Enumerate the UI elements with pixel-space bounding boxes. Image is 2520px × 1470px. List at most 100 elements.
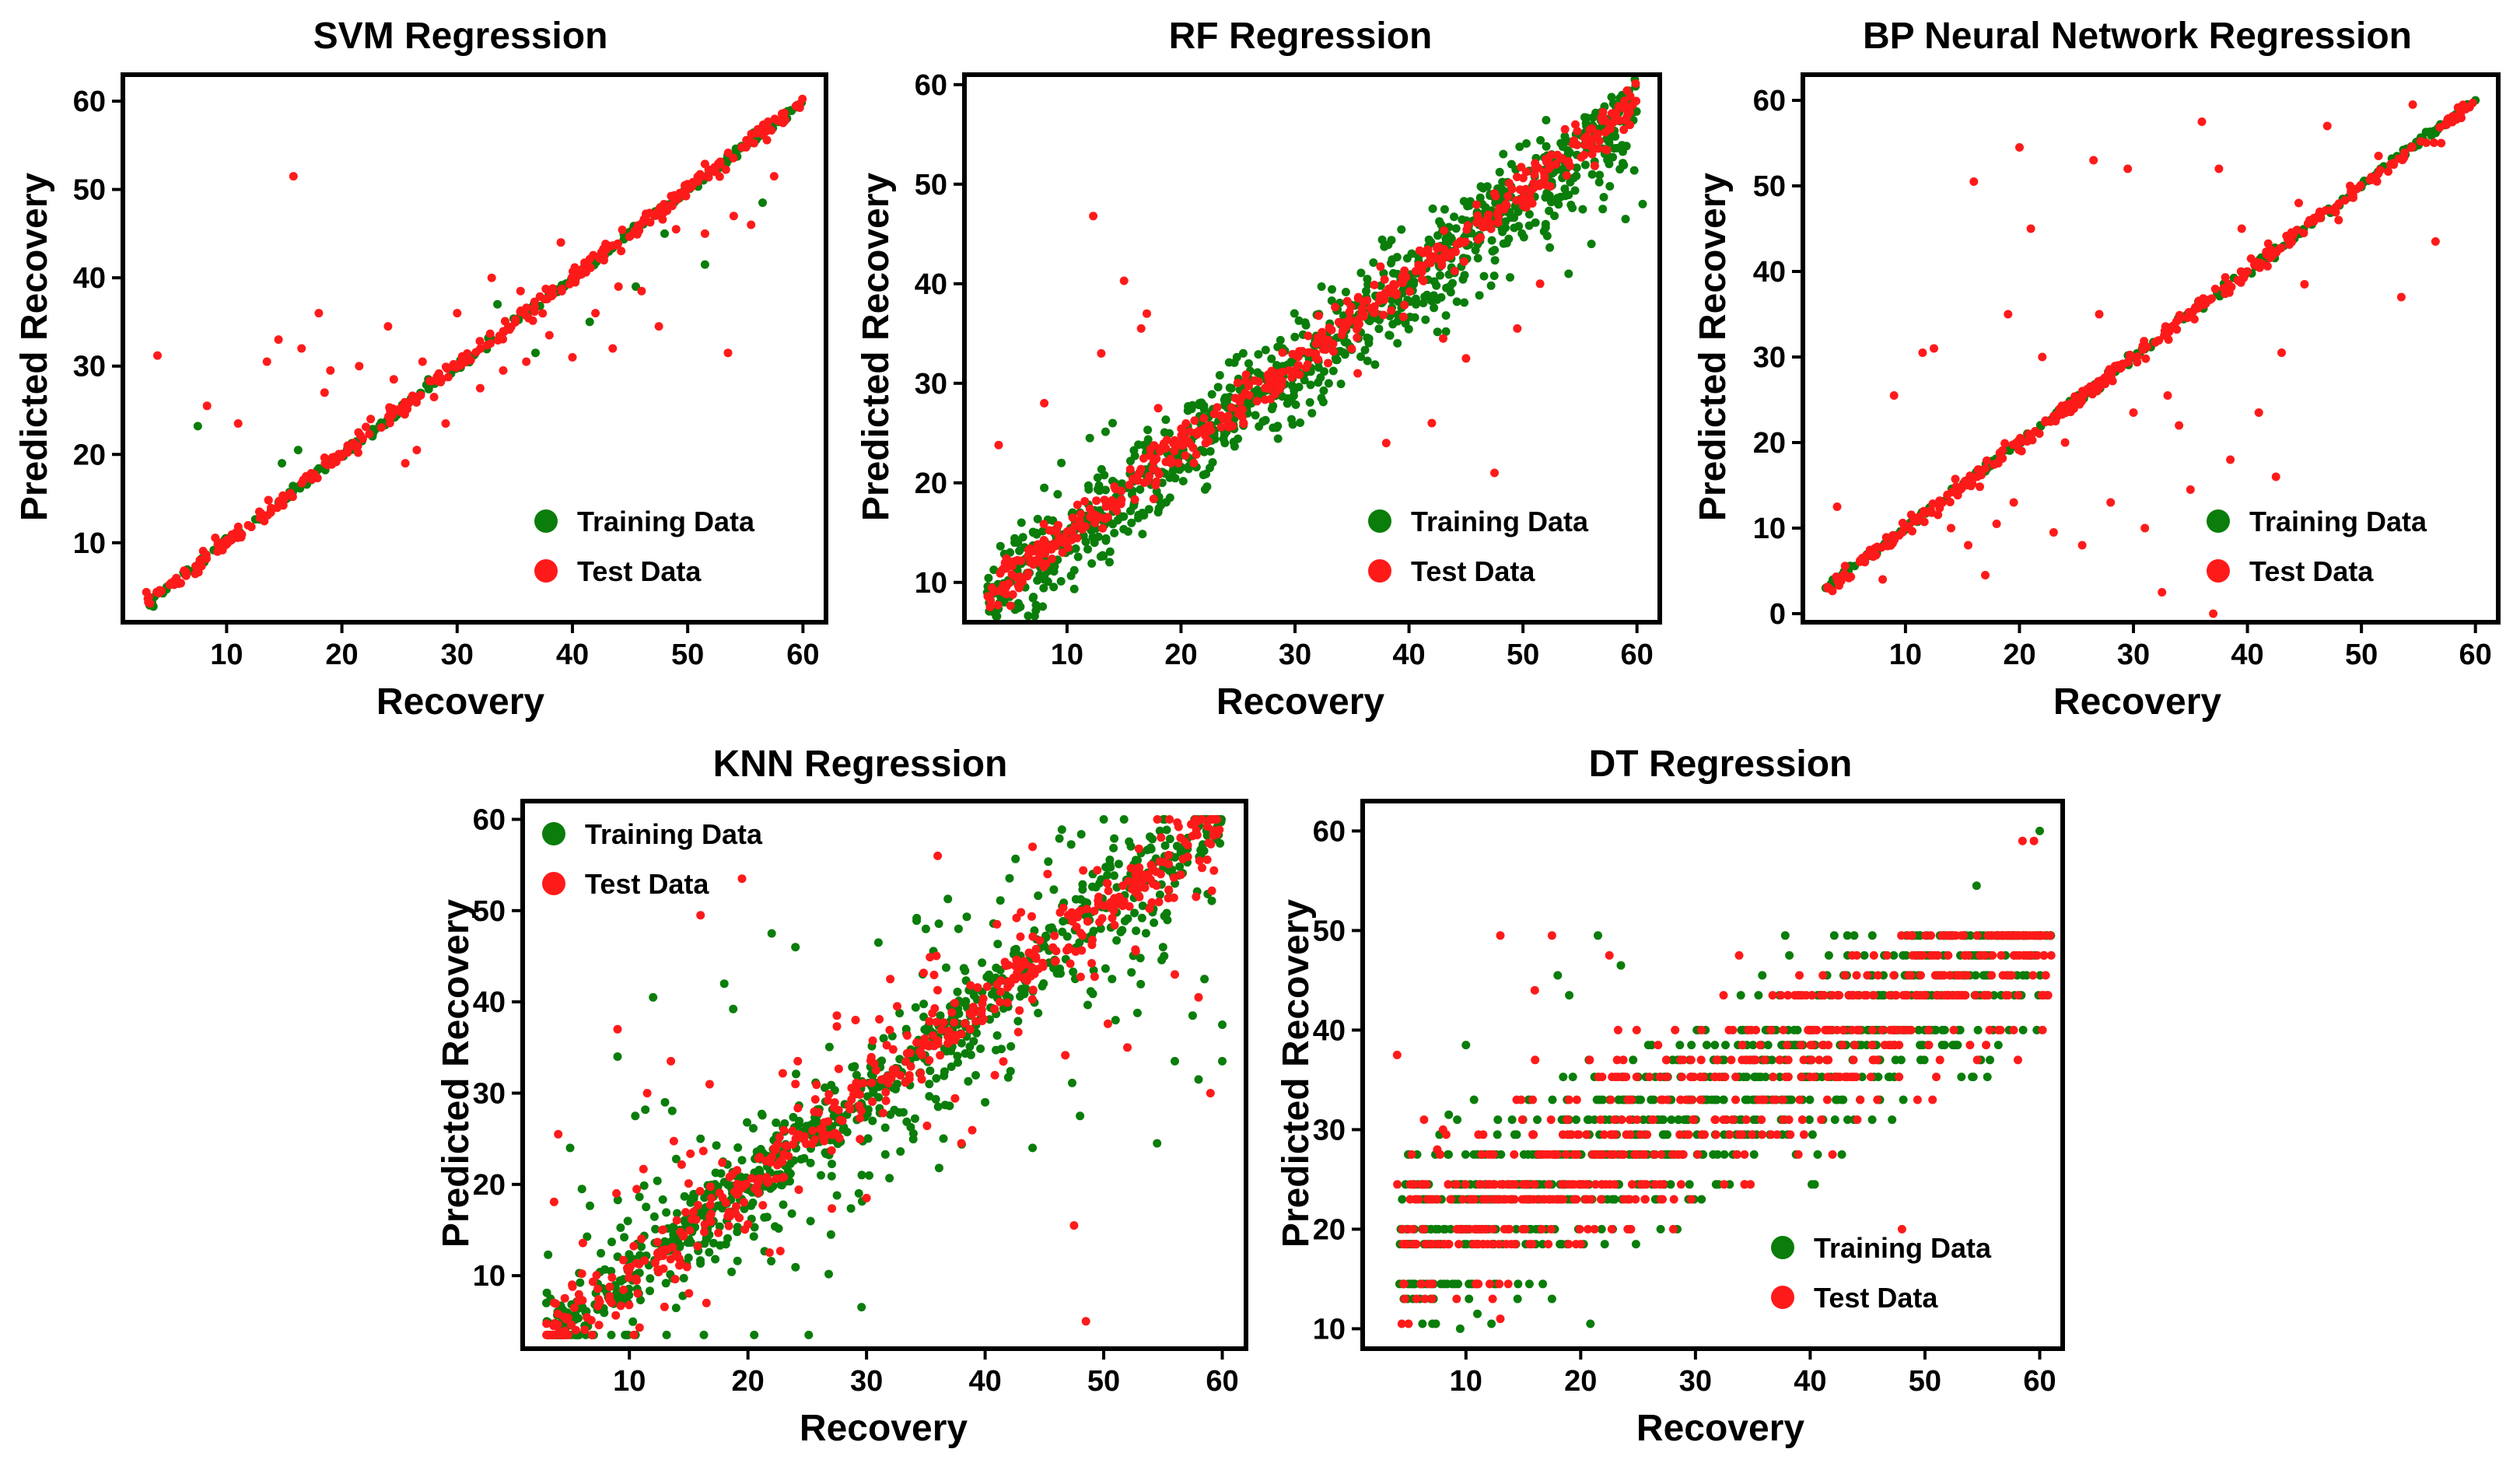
data-point	[1139, 478, 1149, 488]
legend-test-label: Test Data	[585, 868, 709, 900]
data-point	[605, 1283, 614, 1291]
data-point	[586, 263, 594, 271]
data-point	[1697, 1195, 1706, 1204]
data-point	[808, 1119, 817, 1129]
data-point	[1463, 221, 1472, 230]
data-point	[926, 1066, 935, 1076]
data-point	[2374, 152, 2383, 160]
data-point	[1153, 815, 1162, 824]
data-point	[1078, 931, 1087, 940]
data-point	[878, 1108, 887, 1118]
data-point	[2389, 159, 2398, 168]
data-point	[1027, 995, 1037, 1004]
data-point	[863, 1134, 873, 1143]
data-point	[1199, 414, 1209, 423]
x-tick-label: 40	[1392, 639, 1425, 671]
data-point	[1040, 483, 1049, 492]
data-point	[1545, 182, 1555, 191]
data-point	[1328, 339, 1338, 348]
data-point	[2158, 588, 2167, 597]
data-point	[1347, 344, 1356, 353]
data-point	[950, 1018, 959, 1027]
data-point	[157, 586, 166, 596]
data-point	[1356, 268, 1366, 278]
data-point	[888, 1045, 898, 1054]
data-point	[1550, 212, 1559, 220]
legend-test-label: Test Data	[1411, 555, 1535, 587]
data-point	[2183, 313, 2192, 323]
data-point	[1093, 473, 1102, 482]
data-point	[934, 1164, 943, 1173]
data-point	[1129, 446, 1139, 455]
data-point	[1066, 959, 1075, 968]
data-point	[2246, 254, 2256, 263]
legend-training-marker	[1368, 509, 1391, 533]
data-point	[1293, 361, 1303, 370]
data-point	[1083, 1000, 1092, 1010]
data-point	[593, 1284, 602, 1293]
data-point	[661, 1279, 670, 1288]
data-point	[1521, 184, 1531, 194]
data-point	[943, 1039, 953, 1048]
data-point	[633, 1289, 642, 1298]
data-point	[1134, 513, 1143, 523]
y-tick-label: 40	[73, 262, 106, 295]
data-point	[1920, 517, 1929, 527]
panel-rf: RF Regression Recovery Predicted Recover…	[856, 16, 1432, 723]
data-point	[806, 1216, 815, 1226]
data-point	[1342, 338, 1352, 348]
data-point	[1173, 818, 1182, 828]
data-point	[637, 286, 646, 296]
data-point	[1598, 205, 1608, 214]
data-point	[1045, 526, 1054, 535]
data-point	[1899, 1095, 1908, 1104]
data-point	[1450, 267, 1459, 275]
data-point	[1843, 931, 1852, 940]
data-point	[1120, 916, 1129, 926]
data-point	[1758, 971, 1767, 980]
data-point	[1564, 269, 1573, 278]
data-point	[202, 401, 212, 411]
data-point	[1465, 201, 1474, 210]
data-point	[716, 1241, 725, 1250]
data-point	[401, 459, 410, 468]
data-point	[1389, 268, 1398, 278]
data-point	[740, 1198, 749, 1207]
data-point	[2031, 426, 2040, 436]
data-point	[1008, 561, 1017, 570]
data-point	[334, 451, 344, 460]
data-point	[1495, 204, 1504, 213]
data-point	[1018, 533, 1027, 542]
data-point	[274, 335, 283, 345]
data-point	[729, 1004, 738, 1013]
data-point	[1719, 1095, 1728, 1104]
data-point	[1601, 128, 1610, 137]
data-point	[621, 1330, 630, 1339]
data-point	[1426, 1224, 1436, 1234]
data-point	[1306, 380, 1315, 390]
data-point	[604, 1295, 614, 1304]
data-point	[1581, 141, 1591, 149]
data-point	[672, 1216, 681, 1225]
data-point	[2049, 528, 2058, 537]
data-point	[1113, 499, 1122, 508]
data-point	[804, 1330, 814, 1339]
y-tick-label: 30	[473, 1077, 506, 1110]
data-point	[632, 1185, 642, 1194]
data-point	[709, 1238, 718, 1248]
data-point	[1290, 332, 1300, 341]
data-point	[1218, 1020, 1227, 1029]
data-point	[571, 1325, 580, 1335]
data-point	[1015, 546, 1024, 555]
data-point	[968, 1125, 977, 1135]
data-point	[1632, 107, 1641, 116]
data-point	[1094, 532, 1103, 541]
data-point	[1034, 891, 1043, 901]
data-point	[1446, 288, 1455, 297]
data-point	[1362, 286, 1370, 296]
data-point	[1341, 288, 1350, 296]
data-point	[1028, 1143, 1038, 1153]
data-point	[1048, 943, 1058, 952]
data-point	[2140, 337, 2149, 346]
data-point	[297, 344, 306, 353]
